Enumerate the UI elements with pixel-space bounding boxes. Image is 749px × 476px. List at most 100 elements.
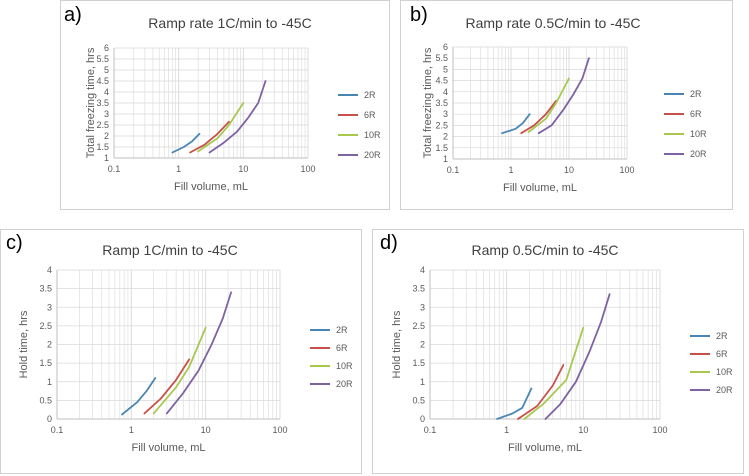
chart-title: Ramp 1C/min to -45C xyxy=(102,242,237,258)
series-line-2R xyxy=(171,132,201,154)
series-line-10R xyxy=(527,77,570,134)
series-line-20R xyxy=(208,80,267,154)
y-tick-label: 0.5 xyxy=(412,395,425,405)
series-line-20R xyxy=(537,57,590,135)
y-tick-label: 6 xyxy=(443,42,448,52)
series-line-20R xyxy=(544,293,611,420)
y-tick-label: 1.5 xyxy=(412,358,425,368)
x-tick-label: 100 xyxy=(300,164,315,174)
y-axis-label: Hold time, hrs xyxy=(391,310,403,378)
y-tick-label: 6 xyxy=(104,43,109,53)
y-tick-label: 4.5 xyxy=(435,76,448,86)
chart-3: 0.1 1 10 100 0 0.5 1 1.5 2 2.5 3 3.5 4 Ramp 1C/min to… xyxy=(18,242,353,454)
x-tick-label: 10 xyxy=(564,165,574,175)
x-tick-label: 100 xyxy=(272,425,287,435)
x-tick-label: 10 xyxy=(578,425,588,435)
y-tick-label: 2 xyxy=(47,340,52,350)
panel-label-c: c) xyxy=(6,232,23,254)
series-line-6R xyxy=(517,364,565,420)
x-axis-label: Fill volume, mL xyxy=(503,182,577,194)
legend-label-10R: 10R xyxy=(336,361,353,371)
y-tick-label: 3.5 xyxy=(412,284,425,294)
series-line-6R xyxy=(143,358,191,415)
series-line-6R xyxy=(520,99,557,135)
legend-label-6R: 6R xyxy=(336,343,348,353)
legend-label-10R: 10R xyxy=(364,130,381,140)
x-axis-label: Fill volume, mL xyxy=(174,181,248,193)
y-tick-label: 4.5 xyxy=(96,76,109,86)
panel-frame-a xyxy=(60,0,390,210)
y-tick-label: 3.5 xyxy=(96,98,109,108)
legend-label-20R: 20R xyxy=(716,385,733,395)
legend-label-2R: 2R xyxy=(690,89,702,99)
legend-label-10R: 10R xyxy=(716,367,733,377)
x-axis-label: Fill volume, mL xyxy=(132,442,206,454)
y-tick-label: 4 xyxy=(47,265,52,275)
x-tick-label: 100 xyxy=(619,165,634,175)
legend-label-6R: 6R xyxy=(716,349,728,359)
x-tick-label: 10 xyxy=(201,425,211,435)
y-tick-label: 5.5 xyxy=(96,54,109,64)
y-tick-label: 5 xyxy=(104,65,109,75)
y-tick-label: 2.5 xyxy=(435,120,448,130)
panel-label-a: a) xyxy=(64,4,82,26)
y-tick-label: 4 xyxy=(443,87,448,97)
x-axis-label: Fill volume, mL xyxy=(508,442,582,454)
y-tick-label: 2.5 xyxy=(412,321,425,331)
y-tick-label: 1 xyxy=(104,153,109,163)
legend-label-20R: 20R xyxy=(364,150,381,160)
x-tick-label: 1 xyxy=(508,165,513,175)
chart-title: Ramp rate 1C/min to -45C xyxy=(148,15,311,31)
y-tick-label: 1.5 xyxy=(435,143,448,153)
y-tick-label: 2 xyxy=(420,340,425,350)
legend-label-20R: 20R xyxy=(690,149,707,159)
y-tick-label: 2 xyxy=(104,131,109,141)
y-tick-label: 0 xyxy=(47,414,52,424)
y-tick-label: 1 xyxy=(443,154,448,164)
y-tick-label: 1 xyxy=(47,377,52,387)
x-tick-label: 0.1 xyxy=(424,425,437,435)
y-tick-label: 4 xyxy=(420,265,425,275)
y-tick-label: 1 xyxy=(420,377,425,387)
x-tick-label: 1 xyxy=(176,164,181,174)
legend-label-2R: 2R xyxy=(336,325,348,335)
chart-4: 0.1 1 10 100 0 0.5 1 1.5 2 2.5 3 3.5 4 Ramp 0.5C/min … xyxy=(391,242,733,454)
panel-label-d: d) xyxy=(380,232,398,254)
legend-label-2R: 2R xyxy=(364,90,376,100)
series-line-20R xyxy=(165,291,233,415)
y-tick-label: 3 xyxy=(104,109,109,119)
chart-title: Ramp rate 0.5C/min to -45C xyxy=(465,15,640,31)
y-axis-label: Total freezing time, hrs xyxy=(85,47,97,158)
series-line-10R xyxy=(197,102,245,153)
x-tick-label: 0.1 xyxy=(447,165,460,175)
x-tick-label: 0.1 xyxy=(108,164,121,174)
x-tick-label: 1 xyxy=(129,425,134,435)
y-tick-label: 0 xyxy=(420,414,425,424)
legend-label-2R: 2R xyxy=(716,331,728,341)
legend-label-6R: 6R xyxy=(690,109,702,119)
x-tick-label: 1 xyxy=(504,425,509,435)
y-tick-label: 4 xyxy=(104,87,109,97)
legend-label-6R: 6R xyxy=(364,110,376,120)
y-axis-label: Hold time, hrs xyxy=(18,310,30,378)
series-line-10R xyxy=(152,326,207,415)
y-tick-label: 0.5 xyxy=(39,395,52,405)
x-tick-label: 10 xyxy=(238,164,248,174)
legend-label-10R: 10R xyxy=(690,129,707,139)
chart-title: Ramp 0.5C/min to -45C xyxy=(471,242,618,258)
y-tick-label: 3.5 xyxy=(39,284,52,294)
y-tick-label: 3 xyxy=(420,302,425,312)
y-tick-label: 2.5 xyxy=(39,321,52,331)
legend-label-20R: 20R xyxy=(336,379,353,389)
y-tick-label: 3.5 xyxy=(435,98,448,108)
y-tick-label: 1.5 xyxy=(39,358,52,368)
x-tick-label: 0.1 xyxy=(51,425,64,435)
series-line-2R xyxy=(501,113,531,135)
y-tick-label: 1.5 xyxy=(96,142,109,152)
series-line-6R xyxy=(189,120,230,154)
y-tick-label: 2 xyxy=(443,132,448,142)
y-tick-label: 3 xyxy=(443,109,448,119)
